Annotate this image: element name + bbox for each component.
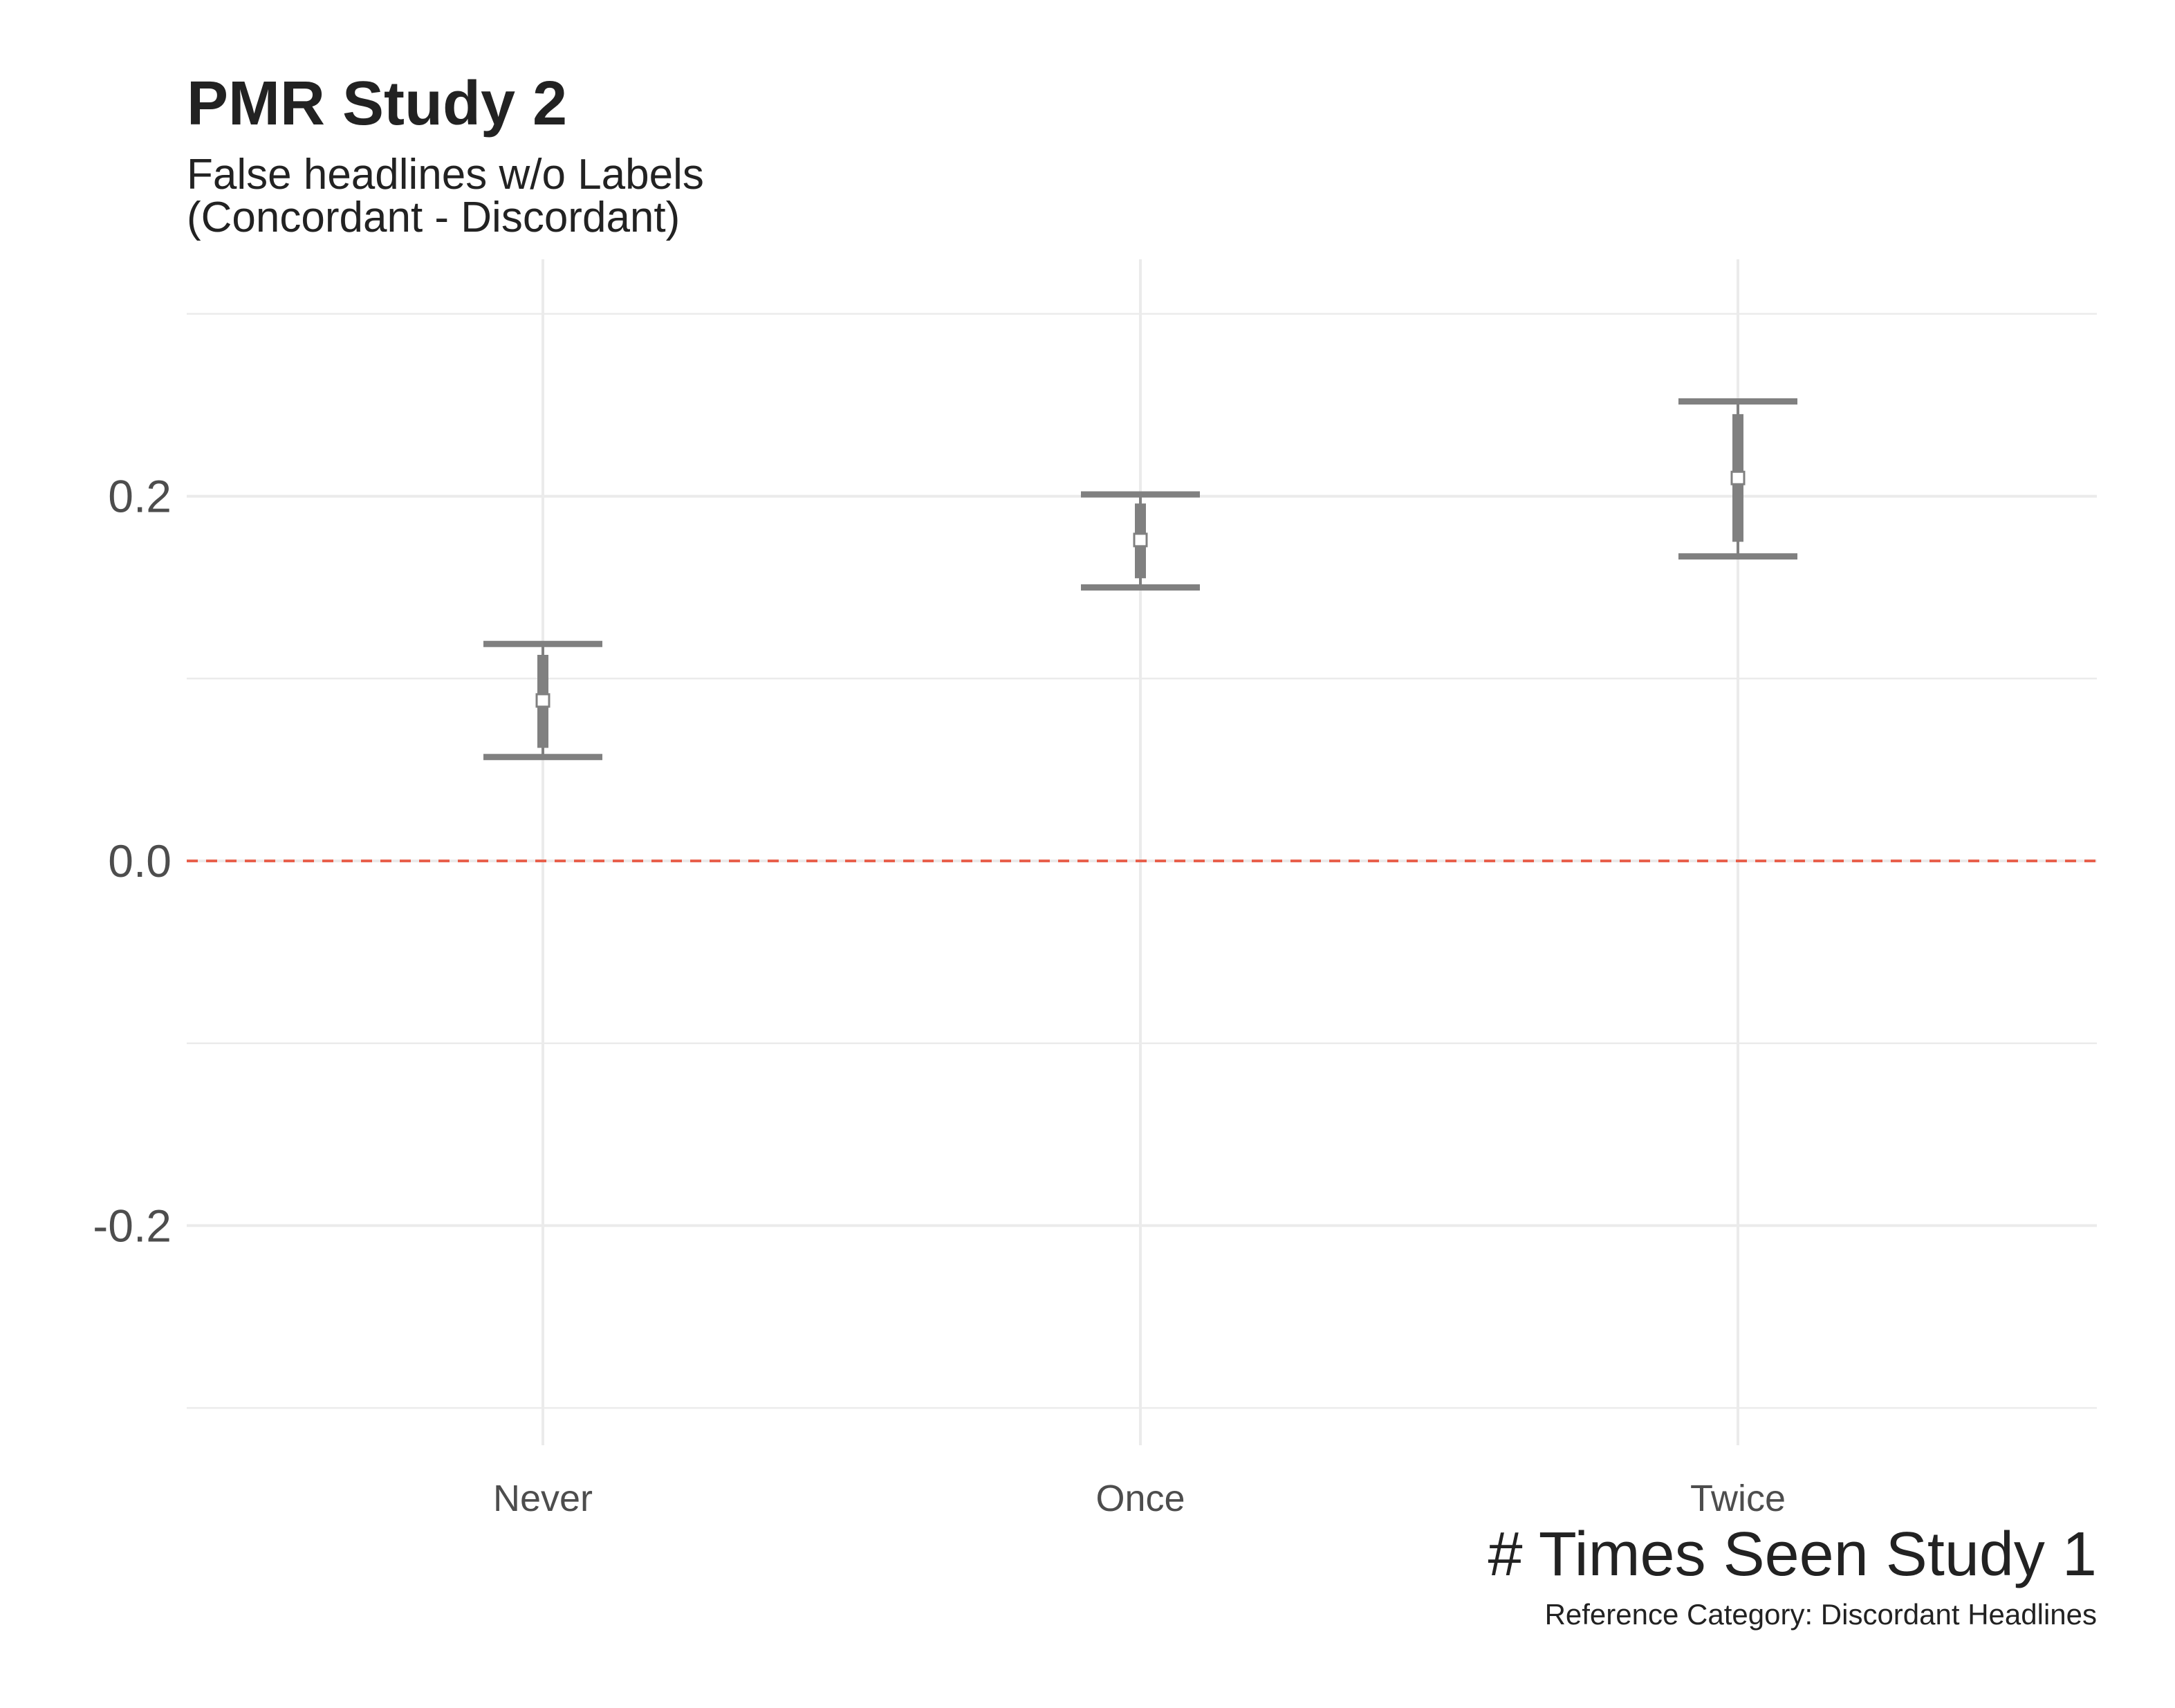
x-axis-ticks: Never Once Twice bbox=[493, 1478, 1786, 1519]
error-bars bbox=[483, 398, 1797, 761]
y-tick-label: 0.2 bbox=[108, 471, 172, 522]
chart-subtitle-line-1: False headlines w/o Labels bbox=[187, 151, 704, 198]
x-axis-label: # Times Seen Study 1 bbox=[1488, 1520, 2098, 1589]
x-tick-label: Never bbox=[493, 1478, 593, 1519]
x-tick-label: Twice bbox=[1690, 1478, 1786, 1519]
chart-subtitle-line-2: (Concordant - Discordant) bbox=[187, 194, 680, 241]
chart-caption: Reference Category: Discordant Headlines bbox=[1545, 1598, 2097, 1631]
y-tick-label: -0.2 bbox=[93, 1200, 172, 1251]
grid bbox=[187, 259, 2097, 1445]
errorbar-once bbox=[1081, 491, 1200, 591]
chart-title: PMR Study 2 bbox=[187, 69, 567, 138]
point-estimate bbox=[1730, 470, 1746, 485]
y-axis-ticks: -0.2 0.0 0.2 bbox=[93, 471, 172, 1252]
y-tick-label: 0.0 bbox=[108, 835, 172, 887]
point-estimate bbox=[535, 693, 550, 708]
x-tick-label: Once bbox=[1095, 1478, 1185, 1519]
errorbar-twice bbox=[1678, 398, 1797, 560]
point-estimate bbox=[1133, 532, 1148, 548]
errorbar-never bbox=[483, 640, 602, 761]
